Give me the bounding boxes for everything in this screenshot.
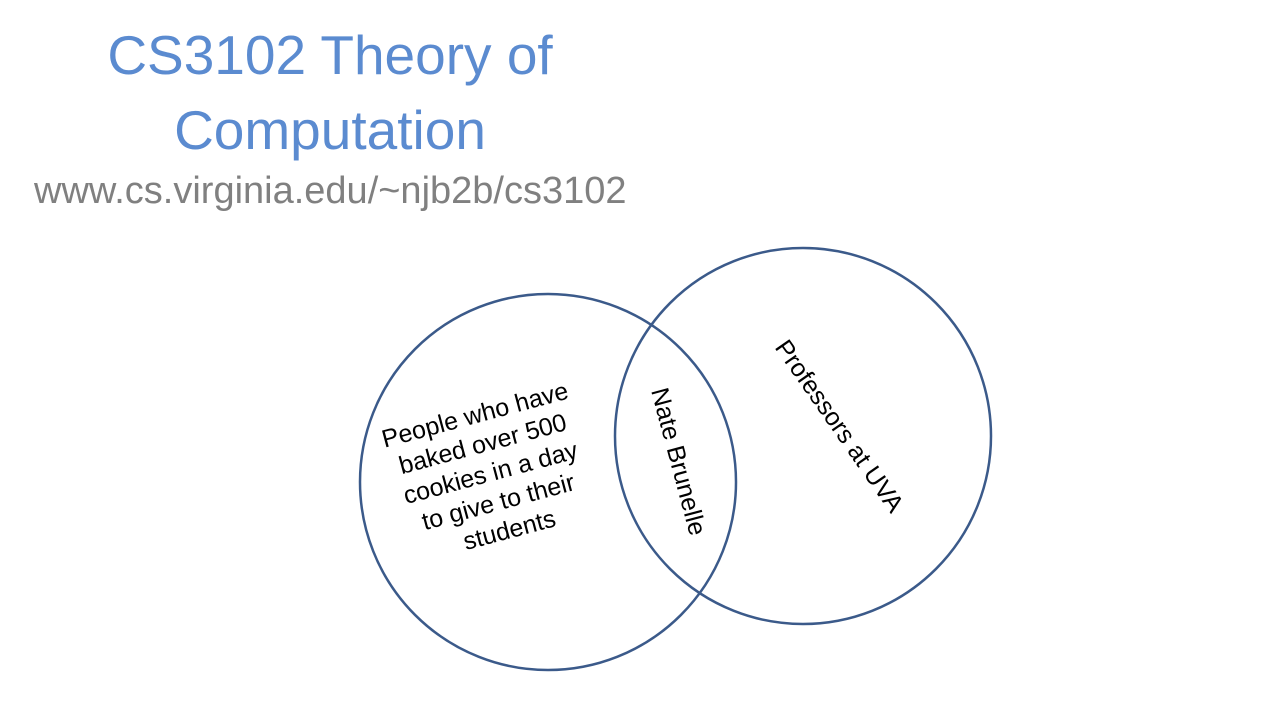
slide-title: CS3102 Theory of Computation bbox=[60, 18, 600, 168]
course-url: www.cs.virginia.edu/~njb2b/cs3102 bbox=[34, 170, 627, 212]
title-line-1: CS3102 Theory of bbox=[107, 24, 553, 86]
left-set-label: People who have baked over 500 cookies i… bbox=[379, 375, 609, 569]
right-set-label: Professors at UVA bbox=[769, 335, 909, 518]
intersection-label: Nate Brunelle bbox=[645, 385, 711, 539]
left-circle bbox=[358, 292, 738, 672]
right-circle bbox=[613, 246, 993, 626]
title-line-2: Computation bbox=[174, 99, 486, 161]
